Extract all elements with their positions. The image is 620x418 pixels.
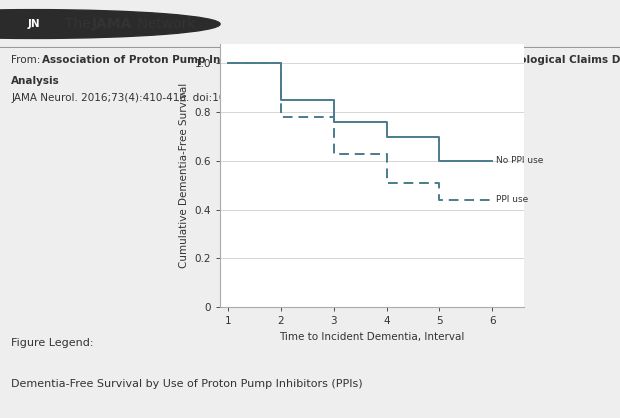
Text: The: The <box>65 17 95 31</box>
Circle shape <box>0 10 220 38</box>
Text: JN: JN <box>28 19 40 29</box>
Text: PPI use: PPI use <box>497 196 529 204</box>
Text: JAMA Neurol. 2016;73(4):410-416. doi:10.1001/jamaneurol.2015.4791: JAMA Neurol. 2016;73(4):410-416. doi:10.… <box>11 94 378 103</box>
Text: Dementia-Free Survival by Use of Proton Pump Inhibitors (PPIs): Dementia-Free Survival by Use of Proton … <box>11 379 363 389</box>
Y-axis label: Cumulative Dementia-Free Survival: Cumulative Dementia-Free Survival <box>179 83 189 268</box>
Text: Analysis: Analysis <box>11 76 60 86</box>
Text: JAMA: JAMA <box>92 17 132 31</box>
Text: No PPI use: No PPI use <box>497 156 544 166</box>
X-axis label: Time to Incident Dementia, Interval: Time to Incident Dementia, Interval <box>280 332 464 342</box>
Text: Figure Legend:: Figure Legend: <box>11 338 94 348</box>
Text: From:: From: <box>11 56 44 65</box>
Text: Network: Network <box>133 17 196 31</box>
Text: Association of Proton Pump Inhibitors With Risk of DementiaA Pharmacoepidemiolog: Association of Proton Pump Inhibitors Wi… <box>42 56 620 65</box>
